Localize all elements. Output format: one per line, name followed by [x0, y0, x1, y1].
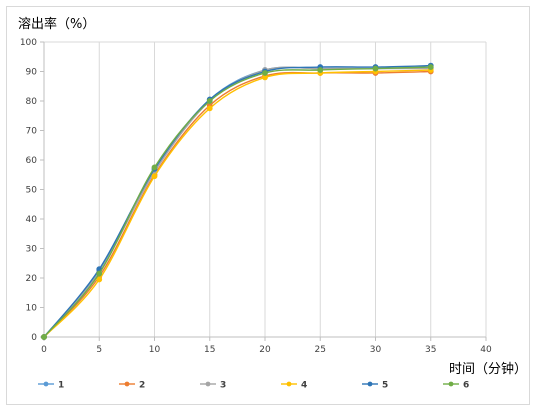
data-point-6-5 — [96, 270, 103, 277]
x-tick-label-30: 30 — [370, 345, 382, 355]
series-line-6 — [43, 66, 431, 338]
x-tick-label-35: 35 — [425, 345, 436, 355]
x-tick-label-40: 40 — [480, 345, 492, 355]
series-5 — [41, 62, 434, 340]
x-tick-label-10: 10 — [149, 345, 161, 355]
data-point-6-0 — [41, 334, 47, 340]
data-point-6-10 — [151, 164, 158, 171]
series-1 — [41, 64, 434, 340]
y-tick-label-50: 50 — [26, 186, 38, 196]
data-point-6-30 — [372, 65, 379, 72]
data-point-4-10 — [151, 173, 158, 180]
series-line-5 — [43, 64, 431, 338]
x-tick-label-25: 25 — [315, 345, 326, 355]
legend-item-3: 3 — [200, 381, 226, 391]
legend-item-4: 4 — [281, 381, 307, 391]
legend-marker-6 — [448, 381, 454, 387]
legend-marker-3 — [205, 381, 211, 387]
series-4 — [41, 67, 434, 340]
legend-label-1: 1 — [58, 381, 64, 391]
data-point-4-5 — [96, 276, 103, 283]
x-tick-label-20: 20 — [259, 345, 271, 355]
y-tick-label-10: 10 — [26, 304, 38, 314]
series-line-2 — [43, 70, 431, 338]
y-tick-label-0: 0 — [31, 333, 37, 343]
legend-marker-5 — [367, 381, 373, 387]
y-tick-label-20: 20 — [26, 274, 38, 284]
legend-item-2: 2 — [119, 381, 145, 391]
data-point-6-35 — [427, 64, 434, 70]
legend-label-2: 2 — [139, 381, 145, 391]
legend-label-3: 3 — [220, 381, 226, 391]
series-line-3 — [43, 66, 431, 338]
x-tick-label-0: 0 — [41, 345, 47, 355]
axes — [40, 41, 487, 341]
series-6 — [41, 64, 434, 340]
tick-labels: 0 10 20 30 40 50 60 70 80 90 100 0 5 10 15 20 25 30 35 40 — [20, 38, 492, 355]
y-tick-label-90: 90 — [26, 68, 38, 78]
legend-item-6: 6 — [443, 381, 469, 391]
y-tick-label-70: 70 — [26, 127, 38, 137]
legend: 1 2 3 4 5 6 — [38, 381, 469, 391]
legend-item-1: 1 — [38, 381, 64, 391]
series-2 — [41, 68, 434, 340]
legend-marker-2 — [124, 381, 130, 387]
y-tick-label-60: 60 — [26, 156, 38, 166]
data-point-6-25 — [317, 67, 324, 73]
y-tick-label-30: 30 — [26, 245, 38, 255]
legend-marker-4 — [286, 381, 292, 387]
y-tick-label-40: 40 — [26, 215, 38, 225]
grid-lines — [44, 41, 487, 337]
legend-marker-1 — [43, 381, 49, 387]
data-point-4-15 — [206, 105, 213, 112]
series-lines — [41, 62, 434, 340]
series-line-1 — [43, 66, 431, 338]
series-line-4 — [43, 69, 431, 338]
legend-label-4: 4 — [301, 381, 307, 391]
x-axis-title: 时间（分钟） — [449, 361, 527, 377]
legend-label-6: 6 — [463, 381, 469, 391]
y-tick-label-80: 80 — [26, 97, 38, 107]
x-tick-label-5: 5 — [96, 345, 102, 355]
data-point-6-20 — [262, 70, 268, 76]
x-tick-label-15: 15 — [204, 345, 215, 355]
series-3 — [41, 65, 434, 340]
legend-item-5: 5 — [362, 381, 388, 391]
legend-label-5: 5 — [382, 381, 388, 391]
y-tick-label-100: 100 — [20, 38, 37, 48]
data-point-6-15 — [206, 98, 213, 104]
y-axis-title: 溶出率（%） — [18, 16, 95, 32]
